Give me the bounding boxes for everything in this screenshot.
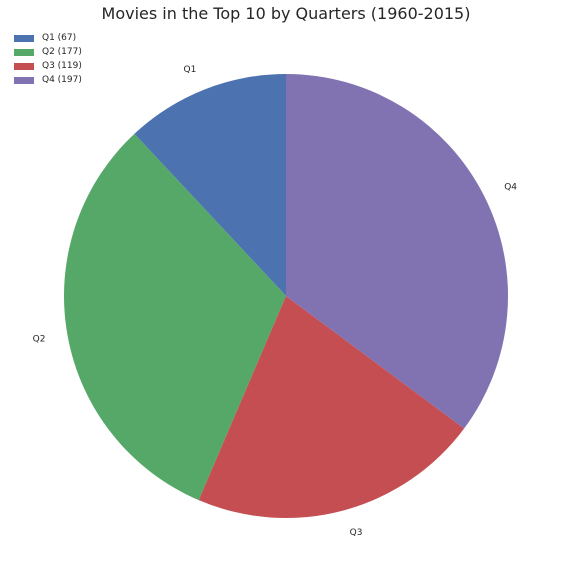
legend-item-q2: Q2 (177) [14, 45, 82, 59]
legend-label-q4: Q4 (197) [42, 75, 82, 85]
legend-swatch-q4 [14, 76, 34, 84]
pie-slice-q4 [286, 73, 509, 429]
slice-label-q1: Q1 [184, 65, 197, 75]
legend-label-q2: Q2 (177) [42, 47, 82, 57]
chart-title: Movies in the Top 10 by Quarters (1960-2… [101, 4, 471, 23]
legend-label-q3: Q3 (119) [42, 61, 82, 71]
legend-swatch-q3 [14, 62, 34, 70]
slice-label-q2: Q2 [33, 334, 46, 344]
legend-swatch-q2 [14, 48, 34, 56]
slice-label-q3: Q3 [350, 528, 363, 538]
slice-label-q4: Q4 [504, 182, 517, 192]
legend-swatch-q1 [14, 34, 34, 42]
legend-item-q4: Q4 (197) [14, 73, 82, 87]
legend-label-q1: Q1 (67) [42, 33, 77, 43]
pie-slice-q1 [134, 74, 286, 296]
pie-slice-q2 [63, 133, 286, 501]
legend-item-q3: Q3 (119) [14, 59, 82, 73]
legend-item-q1: Q1 (67) [14, 31, 82, 45]
legend: Q1 (67) Q2 (177) Q3 (119) Q4 (197) [14, 31, 82, 87]
pie-slice-q3 [198, 296, 465, 518]
